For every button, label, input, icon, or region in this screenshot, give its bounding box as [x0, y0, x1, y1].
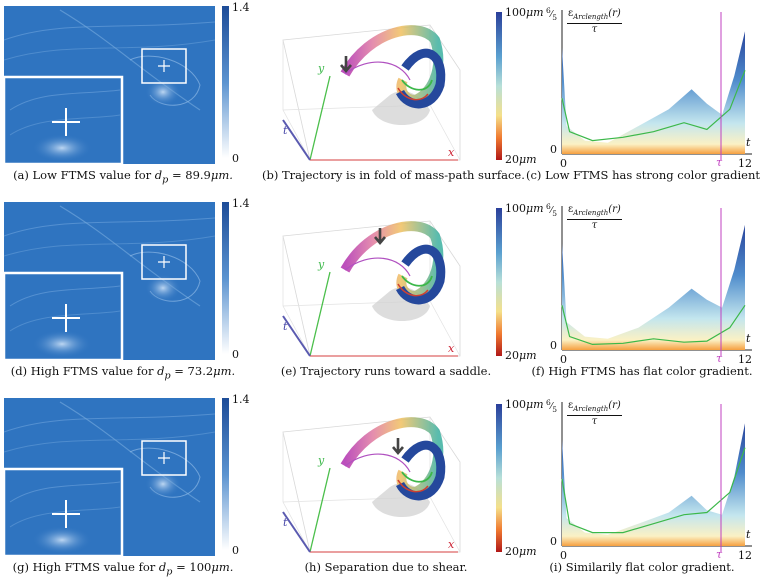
- ftms-caption: (a) Low FTMS value for dp = 89.9μm.: [13, 168, 233, 186]
- plot-x-zero: 0: [560, 549, 567, 562]
- dp-colorbar-max: 100μm: [505, 6, 544, 19]
- axis-x-label: x: [448, 342, 455, 355]
- arclength-plot: [561, 10, 752, 160]
- plot-x-axis-label: t: [746, 332, 751, 345]
- plot-y-zero: 0: [550, 339, 557, 352]
- plot-y-top-tick: 6⁄5: [546, 398, 558, 414]
- ftms-caption: (g) High FTMS value for dp = 100μm.: [12, 560, 234, 578]
- plot-x-tau: τ: [716, 156, 723, 169]
- axis-y-label: y: [318, 62, 325, 75]
- arclength-plot: [561, 206, 752, 356]
- plot-caption: (f) High FTMS has flat color gradient.: [531, 364, 753, 378]
- axis-x-label: x: [448, 146, 455, 159]
- dp-colorbar: [496, 208, 502, 356]
- ftms-colorbar-max: 1.4: [232, 1, 250, 14]
- axis-t-label: t: [283, 124, 288, 137]
- plot-x-zero: 0: [560, 353, 567, 366]
- dp-colorbar-max: 100μm: [505, 398, 544, 411]
- trajectory-3d-plot: [282, 220, 461, 357]
- dp-colorbar-max: 100μm: [505, 202, 544, 215]
- ftms-colorbar-min: 0: [232, 544, 239, 557]
- plot-caption: (i) Similarily flat color gradient.: [549, 560, 735, 574]
- crosshair-icon: [158, 452, 170, 464]
- plot-x-zero: 0: [560, 157, 567, 170]
- arrow-down-icon: [374, 228, 386, 246]
- trajectory-caption: (h) Separation due to shear.: [304, 560, 468, 574]
- crosshair-icon: [158, 256, 170, 268]
- trajectory-3d-plot: [282, 416, 461, 553]
- plot-y-label: εArclength(r) τ: [567, 8, 622, 35]
- arrow-down-icon: [392, 438, 404, 456]
- zoom-box: [141, 244, 187, 280]
- plot-x-tau: τ: [716, 548, 723, 561]
- plot-x-max: 12: [738, 549, 752, 562]
- dp-colorbar-min: 20μm: [505, 153, 537, 166]
- ftms-field-image: [2, 398, 216, 558]
- dp-colorbar: [496, 12, 502, 160]
- axis-t-label: t: [283, 320, 288, 333]
- ftms-colorbar: [222, 398, 229, 550]
- arrow-down-icon: [340, 56, 352, 74]
- plot-x-tau: τ: [716, 352, 723, 365]
- crosshair-icon: [52, 500, 80, 528]
- ftms-colorbar: [222, 202, 229, 354]
- plot-y-label: εArclength(r) τ: [567, 400, 622, 427]
- axis-y-label: y: [318, 258, 325, 271]
- dp-colorbar: [496, 404, 502, 552]
- ftms-colorbar-max: 1.4: [232, 197, 250, 210]
- plot-y-top-tick: 6⁄5: [546, 6, 558, 22]
- axis-x-label: x: [448, 538, 455, 551]
- axis-y-label: y: [318, 454, 325, 467]
- plot-y-top-tick: 6⁄5: [546, 202, 558, 218]
- trajectory-caption: (e) Trajectory runs toward a saddle.: [280, 364, 492, 378]
- crosshair-icon: [52, 304, 80, 332]
- dp-colorbar-min: 20μm: [505, 349, 537, 362]
- plot-x-max: 12: [738, 157, 752, 170]
- crosshair-icon: [158, 60, 170, 72]
- ftms-colorbar-min: 0: [232, 348, 239, 361]
- trajectory-caption: (b) Trajectory is in fold of mass-path s…: [262, 168, 525, 182]
- dp-colorbar-min: 20μm: [505, 545, 537, 558]
- ftms-colorbar-max: 1.4: [232, 393, 250, 406]
- figure-row-1: [2, 6, 752, 166]
- crosshair-icon: [52, 108, 80, 136]
- arclength-plot: [561, 402, 752, 552]
- plot-x-axis-label: t: [746, 528, 751, 541]
- plot-caption: (c) Low FTMS has strong color gradient.: [526, 168, 760, 182]
- ftms-caption: (d) High FTMS value for dp = 73.2μm.: [10, 364, 236, 382]
- ftms-colorbar: [222, 6, 229, 158]
- ftms-field-image: [2, 202, 216, 362]
- axis-t-label: t: [283, 516, 288, 529]
- plot-x-max: 12: [738, 353, 752, 366]
- trajectory-3d-plot: [282, 24, 461, 161]
- ftms-field-image: [2, 6, 216, 166]
- plot-y-label: εArclength(r) τ: [567, 204, 622, 231]
- plot-y-zero: 0: [550, 143, 557, 156]
- figure-row-3: [2, 398, 752, 558]
- zoom-box: [141, 440, 187, 476]
- plot-x-axis-label: t: [746, 136, 751, 149]
- plot-y-zero: 0: [550, 535, 557, 548]
- zoom-box: [141, 48, 187, 84]
- ftms-colorbar-min: 0: [232, 152, 239, 165]
- figure-row-2: [2, 202, 752, 362]
